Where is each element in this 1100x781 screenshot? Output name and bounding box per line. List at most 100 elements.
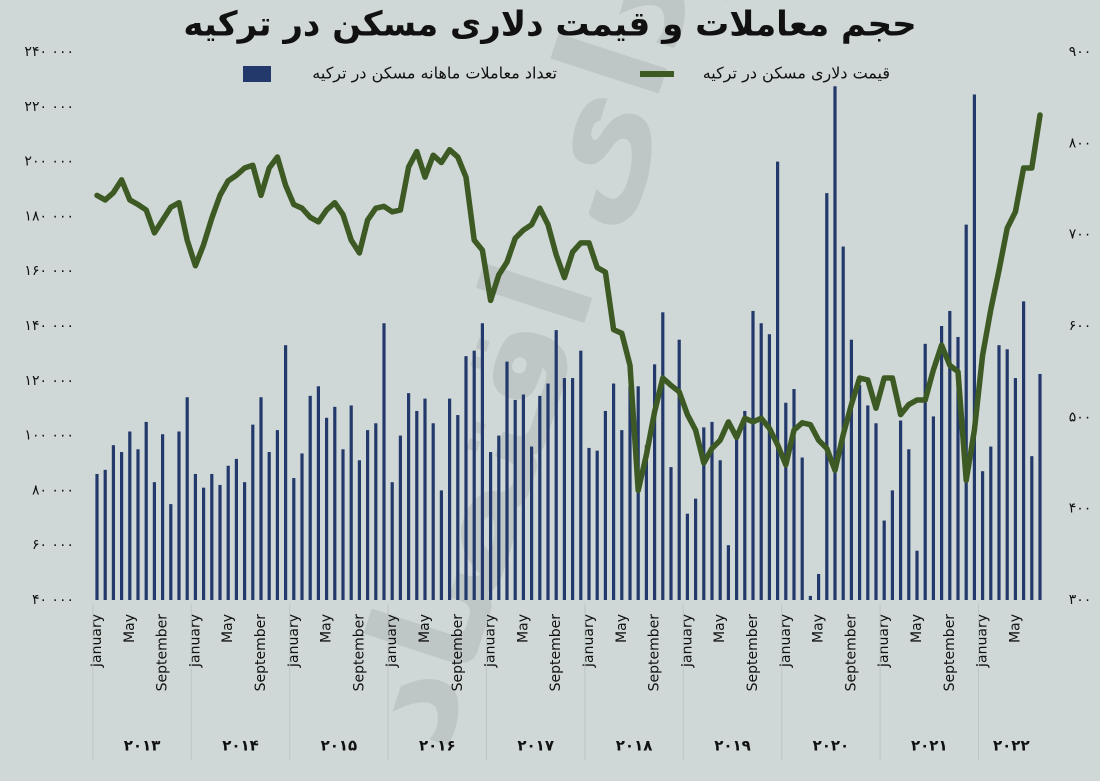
bar	[1013, 378, 1017, 600]
bar	[448, 398, 452, 600]
bar	[833, 86, 837, 600]
bar	[169, 504, 173, 600]
x-tick-label: September	[745, 614, 761, 692]
year-label: ۲۰۱۴	[222, 737, 259, 755]
bar	[800, 457, 804, 600]
bar	[390, 482, 394, 600]
y-tick-label: ۱۴۰ ۰۰۰	[24, 318, 74, 334]
bar	[972, 94, 976, 600]
year-label: ۲۰۱۸	[616, 737, 653, 755]
bar	[357, 460, 361, 600]
x-tick-label: May	[220, 614, 236, 643]
bar	[226, 465, 230, 600]
bar	[685, 513, 689, 600]
bar	[366, 430, 370, 600]
x-tick-label: January	[876, 614, 892, 668]
bar	[538, 395, 542, 600]
y-tick-label: ۱۸۰ ۰۰۰	[24, 208, 74, 224]
bar	[997, 345, 1001, 600]
y-tick-label: ۲۲۰ ۰۰۰	[24, 99, 74, 115]
bar	[120, 452, 124, 600]
bar	[776, 161, 780, 600]
bar	[653, 364, 657, 600]
bar	[612, 383, 616, 600]
x-tick-label: January	[89, 614, 105, 668]
x-tick-label: January	[187, 614, 203, 668]
x-tick-label: May	[909, 614, 925, 643]
bar	[407, 393, 411, 600]
x-tick-label: January	[483, 614, 499, 668]
bar	[702, 427, 706, 600]
bar	[981, 471, 985, 600]
bar	[931, 416, 935, 600]
y2-tick-label: ۵۰۰	[1069, 409, 1092, 425]
bar	[152, 482, 156, 600]
year-label: ۲۰۲۱	[911, 737, 948, 755]
bar	[259, 397, 263, 600]
y2-tick-label: ۶۰۰	[1069, 318, 1092, 334]
y2-tick-label: ۷۰۰	[1069, 227, 1092, 243]
bar	[587, 447, 591, 600]
bar	[718, 460, 722, 600]
bar	[923, 343, 927, 600]
x-tick-label: May	[515, 614, 531, 643]
bar	[103, 469, 107, 600]
bar	[940, 326, 944, 600]
bar	[513, 399, 517, 600]
bar	[849, 339, 853, 600]
bar	[136, 449, 140, 600]
bar	[956, 336, 960, 600]
bar	[398, 435, 402, 600]
bar	[111, 445, 115, 600]
y-tick-label: ۶۰ ۰۰۰	[32, 537, 74, 553]
bar	[989, 446, 993, 600]
x-tick-label: September	[253, 614, 269, 692]
bar	[661, 312, 665, 600]
bar	[202, 487, 206, 600]
bar	[243, 482, 247, 600]
bar	[669, 467, 673, 600]
x-tick-label: January	[778, 614, 794, 668]
bar	[300, 453, 304, 600]
bar	[497, 435, 501, 600]
x-tick-label: May	[319, 614, 335, 643]
chart-title: حجم معاملات و قیمت دلاری مسکن در ترکیه	[183, 5, 916, 45]
bar	[349, 405, 353, 600]
x-tick-label: May	[417, 614, 433, 643]
bar	[571, 378, 575, 600]
x-tick-label: September	[155, 614, 171, 692]
bar	[333, 406, 337, 600]
bar	[275, 430, 279, 600]
bar	[562, 378, 566, 600]
bar	[316, 386, 320, 600]
bar	[546, 383, 550, 600]
y-tick-label: ۱۶۰ ۰۰۰	[24, 263, 74, 279]
bar	[128, 431, 132, 600]
bar	[1038, 373, 1042, 600]
y2-tick-label: ۴۰۰	[1069, 501, 1092, 517]
bar	[628, 386, 632, 600]
bar	[218, 484, 222, 600]
bar	[767, 334, 771, 600]
x-tick-label: September	[548, 614, 564, 692]
bar	[890, 490, 894, 600]
bar	[710, 421, 714, 600]
bar	[472, 350, 476, 600]
y-tick-label: ۲۰۰ ۰۰۰	[24, 154, 74, 170]
year-label: ۲۰۱۵	[321, 737, 358, 755]
bar	[480, 323, 484, 600]
y2-tick-label: ۸۰۰	[1069, 135, 1092, 151]
bar	[234, 458, 238, 600]
bar	[817, 573, 821, 600]
bar	[284, 345, 288, 600]
x-tick-label: May	[614, 614, 630, 643]
bar	[382, 323, 386, 600]
bar	[505, 361, 509, 600]
y-tick-label: ۲۴۰ ۰۰۰	[24, 44, 74, 60]
x-tick-label: September	[647, 614, 663, 692]
year-label: ۲۰۲۲	[993, 737, 1030, 755]
bar	[874, 423, 878, 600]
bar	[251, 424, 255, 600]
year-label: ۲۰۲۰	[813, 737, 850, 755]
